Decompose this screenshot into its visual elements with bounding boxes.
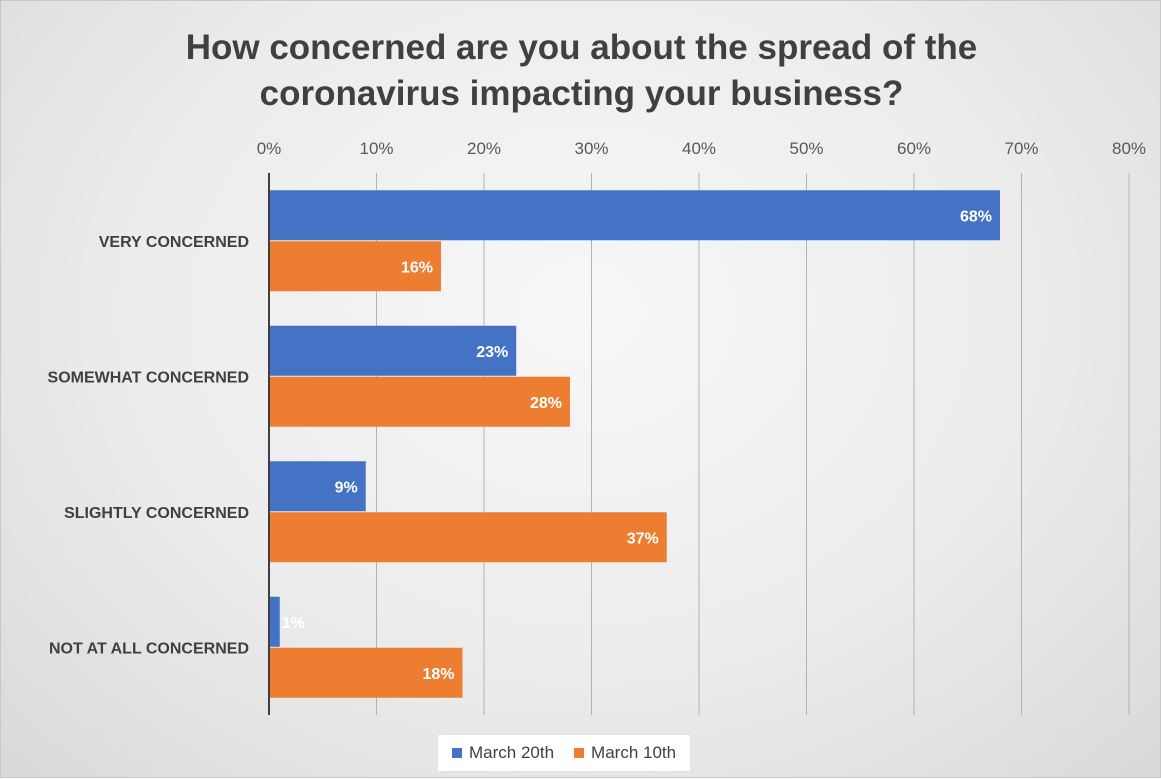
x-tick-label: 40% [682, 139, 716, 158]
x-tick-label: 30% [574, 139, 608, 158]
category-label: SLIGHTLY CONCERNED [64, 505, 249, 522]
legend-item-series-2: March 10th [574, 743, 676, 763]
x-tick-label: 20% [467, 139, 501, 158]
category-label: VERY CONCERNED [99, 234, 249, 251]
bar [269, 512, 667, 563]
legend-label-series-1: March 20th [469, 743, 555, 762]
legend-swatch-series-1 [452, 748, 462, 758]
chart-title-line-1: How concerned are you about the spread o… [185, 28, 978, 67]
chart-legend: March 20th March 10th [437, 734, 692, 772]
legend-item-series-1: March 20th [452, 743, 554, 763]
data-label: 37% [627, 530, 659, 547]
bar [269, 596, 280, 647]
x-tick-label: 80% [1112, 139, 1146, 158]
x-tick-label: 0% [257, 139, 282, 158]
chart-title: How concerned are you about the spread o… [1, 25, 1161, 117]
x-tick-label: 70% [1004, 139, 1038, 158]
bar [269, 376, 570, 427]
data-label: 1% [282, 615, 305, 632]
data-label: 9% [335, 479, 358, 496]
data-label: 28% [530, 395, 562, 412]
legend-label-series-2: March 10th [591, 743, 677, 762]
x-tick-label: 10% [359, 139, 393, 158]
chart-title-line-2: coronavirus impacting your business? [259, 74, 904, 113]
bar [269, 241, 441, 292]
category-label: SOMEWHAT CONCERNED [48, 369, 249, 386]
data-label: 18% [422, 666, 454, 683]
x-tick-label: 60% [897, 139, 931, 158]
bar [269, 461, 366, 512]
bar [269, 325, 517, 376]
x-tick-label: 50% [789, 139, 823, 158]
legend-swatch-series-2 [574, 748, 585, 758]
data-label: 23% [476, 344, 508, 361]
data-label: 68% [960, 208, 992, 225]
category-label: NOT AT ALL CONCERNED [49, 640, 249, 657]
bar [269, 190, 1000, 241]
data-label: 16% [401, 259, 433, 276]
bar [269, 647, 463, 698]
